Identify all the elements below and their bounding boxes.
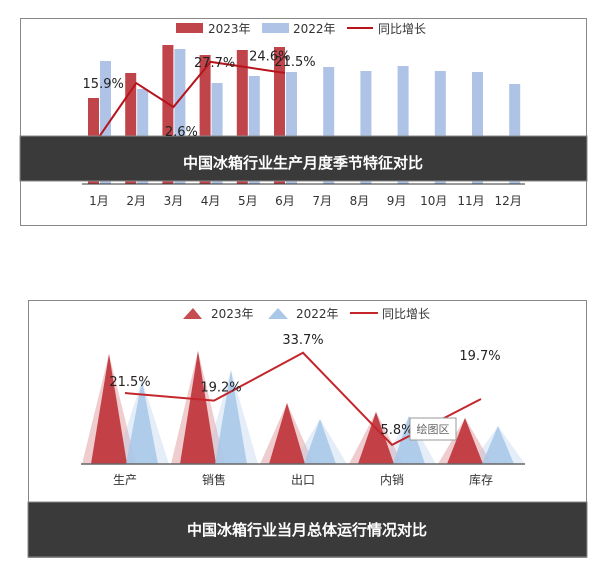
legend-label-2023: 2023年 [208, 22, 251, 36]
x-tick-label: 4月 [201, 194, 221, 208]
legend-label-growth: 同比增长 [378, 22, 426, 36]
triangle-2023 [180, 351, 216, 464]
bar-2023 [162, 45, 174, 184]
data-label: 5.8% [380, 423, 413, 438]
data-label: 19.2% [200, 381, 241, 396]
triangle-2022 [126, 380, 158, 464]
bar-2022 [509, 84, 521, 184]
x-tick-label: 11月 [457, 194, 484, 208]
legend-label-2023: 2023年 [211, 307, 254, 321]
legend-label-2022: 2022年 [293, 22, 336, 36]
triangle-2023 [91, 354, 127, 464]
triangle-2022 [482, 426, 514, 464]
bar-2022 [397, 66, 409, 184]
bar-2022 [100, 61, 111, 184]
bar-2023 [236, 50, 248, 184]
triangle-2022 [215, 370, 247, 464]
top-title-band [19, 135, 588, 182]
legend-swatch-2023 [176, 23, 203, 33]
x-tick-label: 5月 [238, 194, 258, 208]
x-tick-label: 9月 [387, 194, 407, 208]
x-tick-label: 2月 [126, 194, 146, 208]
bar-2022 [434, 71, 446, 184]
top-chart-frame [20, 18, 587, 226]
x-tick-label: 12月 [495, 194, 522, 208]
bar-2022 [174, 49, 186, 184]
x-tick-label: 7月 [312, 194, 332, 208]
data-label: 24.6% [249, 49, 290, 64]
bottom-title-band [27, 501, 588, 558]
x-tick-label: 1月 [89, 194, 109, 208]
x-tick-label: 生产 [113, 473, 137, 487]
bar-2023 [125, 73, 137, 184]
bar-2022 [211, 83, 223, 184]
legend-swatch-2022 [262, 23, 289, 33]
x-tick-label: 8月 [350, 194, 370, 208]
x-tick-label: 库存 [469, 472, 493, 487]
x-tick-label: 销售 [202, 472, 226, 487]
bottom-chart-title: 中国冰箱行业当月总体运行情况对比 [187, 521, 427, 539]
bar-2022 [360, 71, 372, 184]
bar-2023 [199, 55, 211, 184]
growth-line [98, 60, 286, 138]
bar-2022 [472, 72, 483, 184]
plot-area-tooltip: 绘图区 [409, 417, 457, 441]
data-label: 27.7% [194, 56, 235, 71]
bar-2022 [286, 72, 297, 184]
data-label: 21.5% [274, 55, 315, 70]
top-chart-title: 中国冰箱行业生产月度季节特征对比 [183, 154, 423, 172]
bar-2022 [323, 67, 335, 184]
data-label: 33.7% [282, 333, 323, 348]
x-tick-label: 内销 [380, 473, 404, 487]
triangle-2022 [304, 419, 336, 464]
x-tick-label: 3月 [164, 194, 184, 208]
x-tick-label: 6月 [275, 194, 295, 208]
legend-label-2022: 2022年 [296, 307, 339, 321]
x-tick-label: 10月 [420, 194, 447, 208]
triangle-2022 [393, 416, 425, 464]
legend-label-growth: 同比增长 [382, 307, 430, 321]
triangle-2023 [447, 418, 483, 464]
legend-triangle-2023 [183, 308, 202, 319]
bar-2023 [274, 47, 285, 184]
triangle-2023 [269, 403, 305, 464]
legend-triangle-2022 [268, 308, 288, 319]
bottom-legend: 2023年 2022年 同比增长 [183, 307, 430, 321]
top-legend: 2023年 2022年 同比增长 [176, 22, 426, 36]
data-label: 19.7% [459, 349, 500, 364]
data-label: 21.5% [109, 375, 150, 390]
bar-2022 [248, 76, 260, 184]
x-tick-label: 出口 [291, 473, 315, 487]
data-label: 15.9% [83, 77, 124, 92]
data-label: 2.6% [165, 125, 198, 140]
tooltip-text: 绘图区 [417, 422, 450, 436]
triangle-2023 [358, 412, 394, 464]
